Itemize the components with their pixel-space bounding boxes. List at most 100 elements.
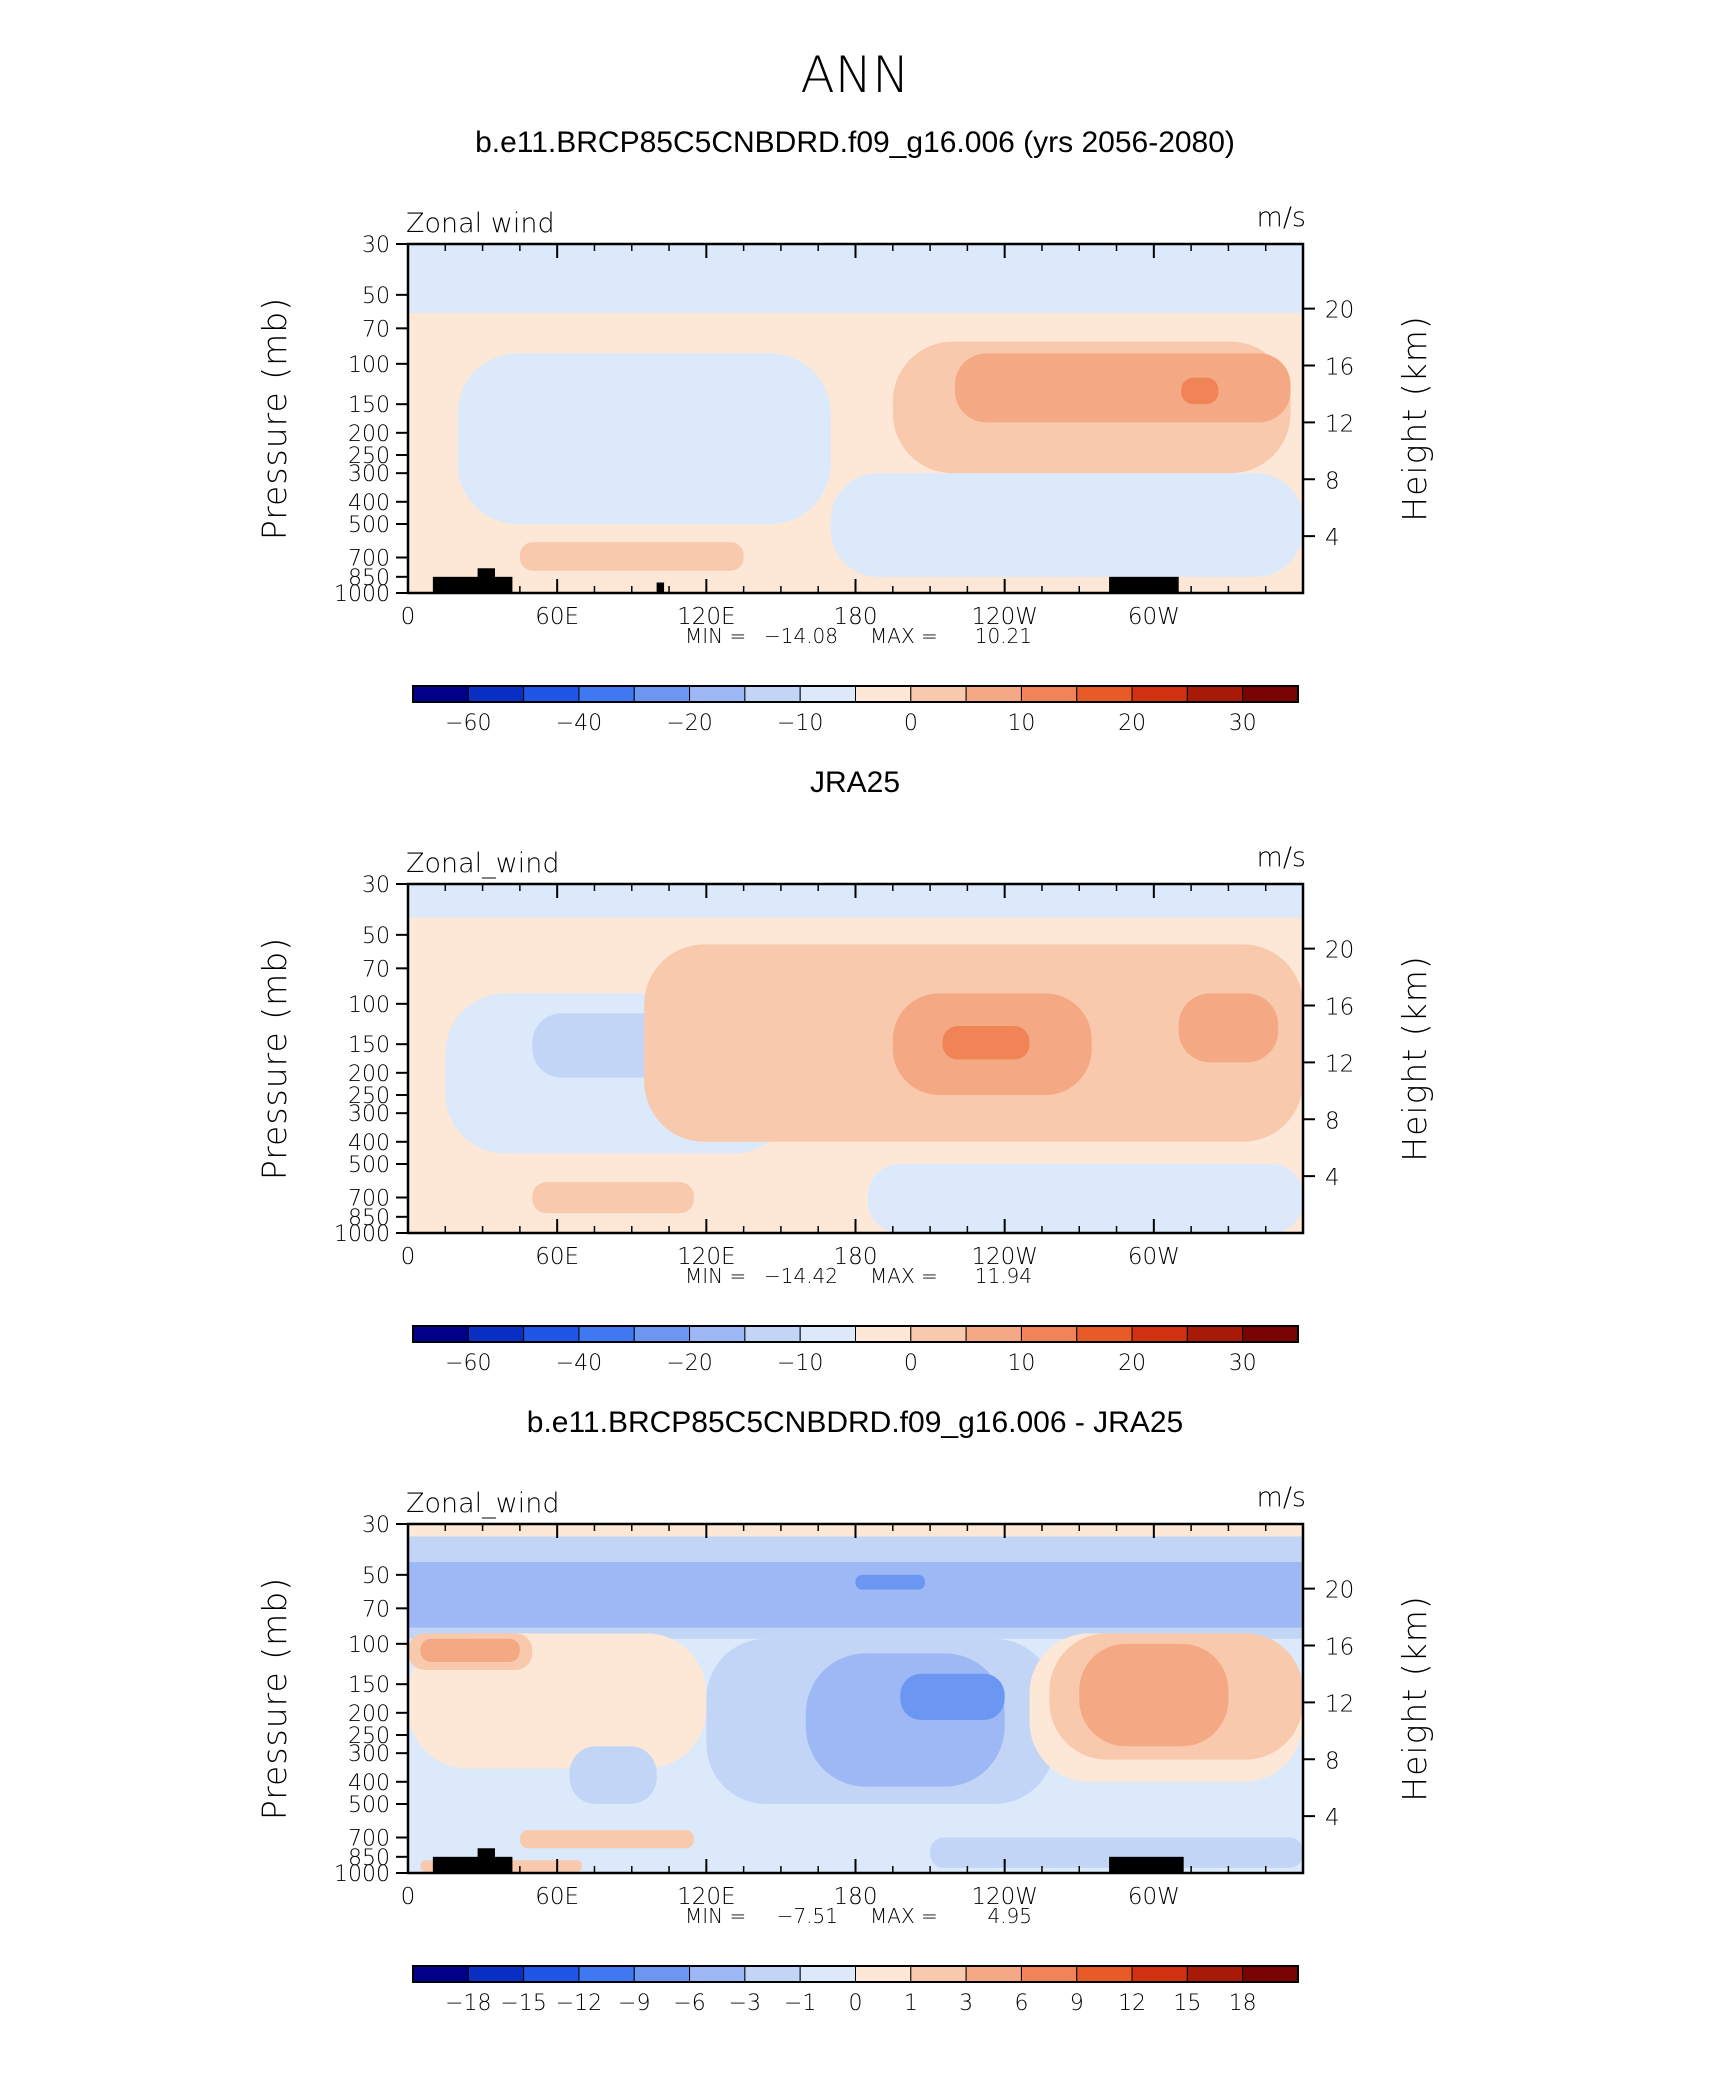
stats-min-value: −14.08 <box>764 624 838 648</box>
stats-max-label: MAX = <box>870 1904 938 1928</box>
y-tick-label: 50 <box>362 924 390 949</box>
x-tick-label: 60E <box>535 1884 579 1910</box>
height-tick-label: 12 <box>1325 411 1354 437</box>
colorbar-frame <box>412 685 1299 703</box>
colorbar-swatch <box>1242 1325 1299 1343</box>
contour-field <box>408 1524 1303 1873</box>
colorbar-label: −12 <box>556 1991 602 2016</box>
y-tick-label: 50 <box>362 284 390 309</box>
y-tick-label: 70 <box>362 957 390 982</box>
height-tick-label: 8 <box>1325 1108 1340 1134</box>
colorbar-swatch <box>799 1325 856 1343</box>
y-tick-label: 400 <box>348 1771 390 1796</box>
y-tick-label: 70 <box>362 317 390 342</box>
units-label: m/s <box>1257 1482 1306 1513</box>
colorbar-swatch <box>1020 1325 1078 1343</box>
height-tick-label: 8 <box>1325 1748 1340 1774</box>
contour-region-9 <box>942 1026 1030 1060</box>
stats-max-value: 10.21 <box>975 624 1032 648</box>
panel-title: b.e11.BRCP85C5CNBDRD.f09_g16.006 (yrs 20… <box>475 126 1235 159</box>
topography-mask-2 <box>477 1848 496 1873</box>
y-tick-label: 200 <box>348 1062 390 1087</box>
height-tick-label: 4 <box>1325 1165 1340 1191</box>
colorbar-swatch <box>1076 1325 1133 1343</box>
colorbar-swatch <box>910 685 967 703</box>
colorbar-frame <box>412 1325 1299 1343</box>
colorbar-swatch <box>523 1325 580 1343</box>
y-tick-label: 850 <box>348 566 390 591</box>
colorbar-label: −40 <box>556 1351 602 1376</box>
colorbar-label: 9 <box>1070 1991 1084 2016</box>
contour-region-11 <box>420 1638 520 1662</box>
contour-region-10 <box>532 1182 694 1214</box>
colorbar-swatch <box>467 1965 525 1983</box>
colorbar-swatch <box>799 1965 856 1983</box>
contour-region-4 <box>457 353 831 525</box>
colorbar-swatch <box>633 1325 691 1343</box>
colorbar-swatch <box>910 1325 967 1343</box>
y-tick-label: 200 <box>348 1702 390 1727</box>
x-tick-label: 180 <box>834 604 878 630</box>
y-tick-label: 1000 <box>334 582 390 607</box>
contour-region-14 <box>1079 1643 1229 1747</box>
contour-region-8 <box>900 1673 1005 1721</box>
x-tick-label: 0 <box>401 1884 416 1910</box>
stats-min-value: −14.42 <box>764 1264 838 1288</box>
colorbar-swatch <box>689 1965 746 1983</box>
x-tick-label: 60W <box>1128 1244 1180 1270</box>
colorbar-label: 0 <box>849 1991 863 2016</box>
y-tick-label: 100 <box>348 353 390 378</box>
colorbar-swatch <box>1131 1965 1188 1983</box>
colorbar-swatch <box>412 1965 469 1983</box>
variable-label: Zonal wind <box>406 208 555 239</box>
page-title: ANN <box>800 46 909 104</box>
colorbar-swatch <box>1131 1325 1188 1343</box>
colorbar-label: −3 <box>729 1991 761 2016</box>
y-tick-label: 50 <box>362 1564 390 1589</box>
contour-region-17 <box>930 1837 1303 1868</box>
height-tick-label: 4 <box>1325 525 1340 551</box>
units-label: m/s <box>1257 202 1306 233</box>
y-tick-label: 30 <box>362 1513 390 1538</box>
panel-title: JRA25 <box>810 766 900 799</box>
colorbar-label: −18 <box>445 1991 491 2016</box>
colorbar-swatch <box>1020 1965 1078 1983</box>
units-label: m/s <box>1257 842 1306 873</box>
colorbar-swatch <box>744 685 801 703</box>
contour-region-8 <box>1181 377 1219 405</box>
y-tick-label: 500 <box>348 513 390 538</box>
x-tick-label: 120W <box>971 604 1038 630</box>
panel-title: b.e11.BRCP85C5CNBDRD.f09_g16.006 - JRA25 <box>527 1406 1183 1439</box>
topography-mask-3 <box>656 582 665 593</box>
colorbar-label: −60 <box>445 1351 491 1376</box>
right-axis-title: Height (km) <box>1395 1595 1434 1801</box>
height-tick-label: 16 <box>1325 1635 1354 1661</box>
colorbar-swatch <box>965 1965 1022 1983</box>
contour-region-9 <box>519 542 744 571</box>
colorbar-label: 20 <box>1118 711 1146 736</box>
y-tick-label: 150 <box>348 1673 390 1698</box>
x-tick-label: 120W <box>971 1884 1038 1910</box>
variable-label: Zonal_wind <box>406 1488 560 1519</box>
colorbar-swatch <box>1186 1325 1244 1343</box>
y-tick-label: 70 <box>362 1597 390 1622</box>
colorbar-swatch <box>965 1325 1022 1343</box>
topography-mask-2 <box>477 568 496 593</box>
y-axis-title: Pressure (mb) <box>255 1577 294 1820</box>
contour-region-5 <box>867 1164 1303 1233</box>
colorbar-label: −9 <box>618 1991 650 2016</box>
y-tick-label: 100 <box>348 1633 390 1658</box>
right-axis-title: Height (km) <box>1395 955 1434 1161</box>
y-tick-label: 500 <box>348 1793 390 1818</box>
colorbar-swatch <box>855 1325 912 1343</box>
stats-min-label: MIN = <box>685 1264 746 1288</box>
colorbar-swatch <box>1186 685 1244 703</box>
stats-max-label: MAX = <box>870 624 938 648</box>
colorbar-swatch <box>1186 1965 1244 1983</box>
y-tick-label: 30 <box>362 233 390 258</box>
colorbar-swatch <box>1242 1965 1299 1983</box>
colorbar-swatch <box>467 685 525 703</box>
y-tick-label: 300 <box>348 1102 390 1127</box>
height-tick-label: 20 <box>1325 938 1354 964</box>
colorbar-swatch <box>1076 1965 1133 1983</box>
